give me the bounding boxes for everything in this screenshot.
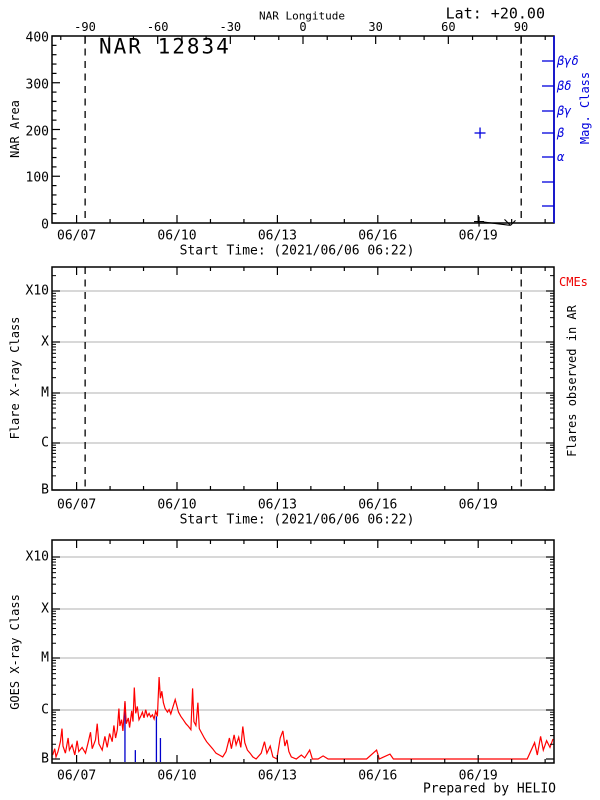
p2-date-tick-label: 06/10	[157, 497, 197, 513]
flare-class-tick-label: X	[41, 334, 49, 350]
credit-label: Prepared by HELIO	[422, 781, 556, 797]
longitude-tick-label: 60	[441, 20, 456, 34]
area-tick-label: 400	[25, 30, 49, 46]
flare-class-tick-label: C	[41, 435, 49, 451]
mag-class-level-label: βγ	[557, 104, 572, 118]
longitude-tick-label: 90	[513, 20, 529, 34]
p2-date-tick-label: 06/19	[458, 497, 498, 513]
p3-date-tick-label: 06/16	[358, 768, 398, 784]
longitude-tick-label: 30	[368, 20, 383, 34]
mag-class-level-label: β	[557, 126, 565, 140]
goes-axis-label: GOES X-ray Class	[8, 594, 22, 710]
flares-panel-frame	[51, 266, 555, 491]
chart-title: NAR 12834	[99, 34, 231, 59]
p3-date-tick-label: 06/10	[157, 768, 197, 784]
p2-date-tick-label: 06/13	[257, 497, 297, 513]
area-axis-label: NAR Area	[8, 100, 22, 158]
latitude-label: Lat: +20.00	[445, 4, 545, 23]
p1-date-tick-label: 06/16	[358, 228, 398, 244]
goes-class-tick-label: C	[41, 702, 49, 718]
mag-class-axis-label: Mag. Class	[578, 71, 592, 145]
p1-date-tick-label: 06/19	[458, 228, 498, 244]
longitude-axis-label: NAR Longitude	[258, 9, 346, 23]
p3-date-tick-label: 06/13	[257, 768, 297, 784]
p3-date-tick-label: 06/19	[458, 768, 498, 784]
p1-date-tick-label: 06/10	[157, 228, 197, 244]
area-tick-label: 200	[25, 124, 49, 139]
p1-date-tick-label: 06/07	[57, 228, 97, 244]
limb-crossing-lines	[84, 36, 522, 490]
goes-class-tick-label: X10	[25, 549, 49, 565]
start-time-caption-2: Start Time: (2021/06/06 06:22)	[179, 512, 415, 528]
start-time-caption-1: Start Time: (2021/06/06 06:22)	[179, 243, 415, 259]
area-data	[474, 127, 516, 227]
goes-panel-frame	[51, 539, 555, 764]
longitude-tick-label: 0	[299, 20, 307, 34]
mag-class-level-label: βδ	[557, 79, 572, 93]
area-tick-label: 100	[25, 170, 49, 186]
nar-area-panel-frame	[51, 35, 555, 224]
longitude-tick-label: -90	[74, 20, 96, 34]
goes-class-tick-label: B	[41, 751, 49, 767]
axis-ticks	[52, 35, 554, 763]
goes-flux-curve	[52, 676, 554, 760]
flare-class-tick-label: M	[41, 385, 49, 401]
flares-observed-label: Flares observed in AR	[565, 305, 579, 457]
flare-marker-lines	[124, 702, 162, 762]
longitude-tick-label: -60	[146, 20, 169, 34]
p2-date-tick-label: 06/07	[57, 497, 97, 513]
area-tick-label: 300	[25, 77, 49, 93]
p2-date-tick-label: 06/16	[358, 497, 398, 513]
cmes-label: CMEs	[559, 275, 588, 289]
panel-frames	[51, 35, 555, 764]
mag-class-level-label: α	[557, 150, 565, 164]
flare-axis-label: Flare X-ray Class	[8, 316, 22, 440]
goes-class-tick-label: M	[41, 650, 49, 666]
longitude-tick-label: -30	[219, 20, 242, 34]
flare-class-tick-label: X10	[25, 283, 49, 299]
flare-class-tick-label: B	[41, 482, 49, 498]
p1-date-tick-label: 06/13	[257, 228, 297, 244]
p3-date-tick-label: 06/07	[57, 768, 97, 784]
mag-class-level-label: βγδ	[557, 54, 579, 68]
xray-gridlines	[52, 290, 554, 711]
goes-class-tick-label: X	[41, 601, 49, 617]
area-tick-label: 0	[41, 217, 49, 233]
